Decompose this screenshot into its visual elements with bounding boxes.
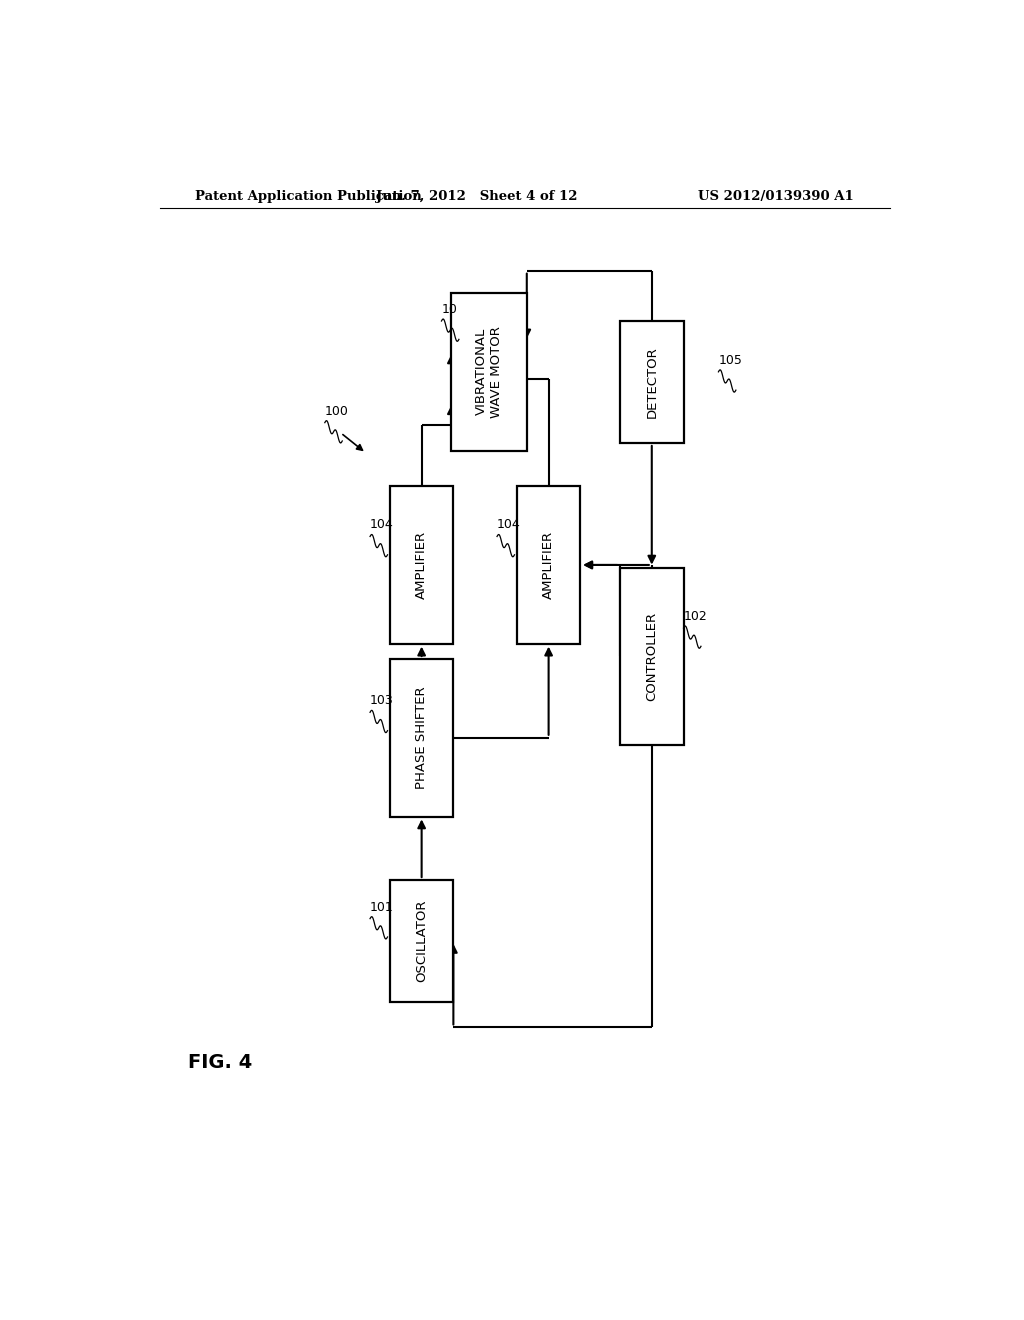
Text: 101: 101 xyxy=(370,900,394,913)
Bar xyxy=(517,486,581,644)
Text: 10: 10 xyxy=(441,304,458,315)
Text: OSCILLATOR: OSCILLATOR xyxy=(415,900,428,982)
Text: US 2012/0139390 A1: US 2012/0139390 A1 xyxy=(698,190,854,202)
Text: Jun. 7, 2012   Sheet 4 of 12: Jun. 7, 2012 Sheet 4 of 12 xyxy=(377,190,578,202)
Bar xyxy=(390,880,454,1002)
Text: FIG. 4: FIG. 4 xyxy=(187,1053,252,1072)
Text: 105: 105 xyxy=(719,354,742,367)
Text: DETECTOR: DETECTOR xyxy=(645,346,658,418)
Text: 104: 104 xyxy=(497,519,521,532)
Text: AMPLIFIER: AMPLIFIER xyxy=(415,531,428,599)
Bar xyxy=(390,659,454,817)
Text: 102: 102 xyxy=(684,610,708,623)
Text: VIBRATIONAL
WAVE MOTOR: VIBRATIONAL WAVE MOTOR xyxy=(475,326,503,418)
Text: PHASE SHIFTER: PHASE SHIFTER xyxy=(415,686,428,789)
Text: Patent Application Publication: Patent Application Publication xyxy=(196,190,422,202)
Text: 100: 100 xyxy=(325,405,349,417)
Text: 104: 104 xyxy=(370,519,394,532)
Bar xyxy=(620,321,683,444)
Text: AMPLIFIER: AMPLIFIER xyxy=(542,531,555,599)
Bar xyxy=(620,568,683,746)
Text: 103: 103 xyxy=(370,694,394,708)
Bar xyxy=(390,486,454,644)
Text: CONTROLLER: CONTROLLER xyxy=(645,612,658,701)
Bar xyxy=(452,293,526,450)
